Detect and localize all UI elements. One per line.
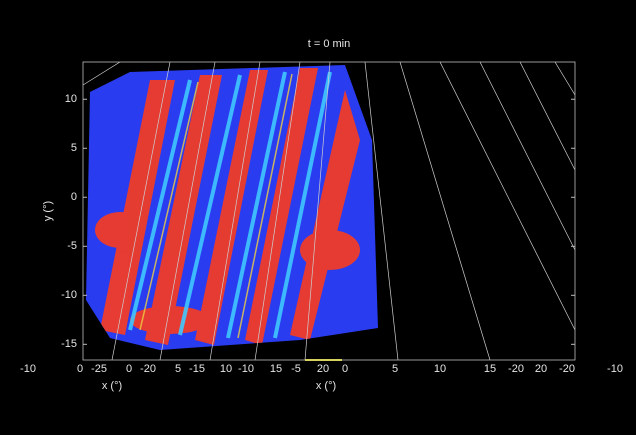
x-tick-label: 20 xyxy=(317,363,329,375)
field-image xyxy=(86,65,378,350)
x-axis-label: x (°) xyxy=(102,380,122,392)
x-axis-label: x (°) xyxy=(316,380,336,392)
y-tick-label: -5 xyxy=(67,240,77,252)
x-tick-label: -10 xyxy=(238,363,254,375)
x-tick-label: -10 xyxy=(20,363,36,375)
x-tick-label: -20 xyxy=(559,363,575,375)
y-tick-label: -10 xyxy=(61,289,77,301)
axes-box xyxy=(82,61,576,361)
x-tick-label: 0 xyxy=(126,363,132,375)
radial-lines xyxy=(83,62,575,360)
x-tick-label: -10 xyxy=(607,363,623,375)
x-tick-label: 10 xyxy=(220,363,232,375)
y-tick-label: 0 xyxy=(71,191,77,203)
chart-title: t = 0 min xyxy=(308,38,351,50)
x-tick-label: 0 xyxy=(77,363,83,375)
y-tick-label: 10 xyxy=(65,93,77,105)
x-tick-label: 5 xyxy=(392,363,398,375)
x-tick-label: -20 xyxy=(140,363,156,375)
x-tick-label: -25 xyxy=(91,363,107,375)
y-tick-label: -15 xyxy=(61,338,77,350)
x-tick-label: 20 xyxy=(535,363,547,375)
x-tick-label: 15 xyxy=(484,363,496,375)
x-tick-label: 15 xyxy=(270,363,282,375)
x-tick-label: 10 xyxy=(434,363,446,375)
x-tick-label: -20 xyxy=(508,363,524,375)
x-tick-label: -15 xyxy=(189,363,205,375)
x-tick-label: -5 xyxy=(291,363,301,375)
x-tick-label: 5 xyxy=(175,363,181,375)
y-axis-label: y (°) xyxy=(42,201,54,221)
x-tick-label: 0 xyxy=(342,363,348,375)
y-tick-label: 5 xyxy=(71,142,77,154)
